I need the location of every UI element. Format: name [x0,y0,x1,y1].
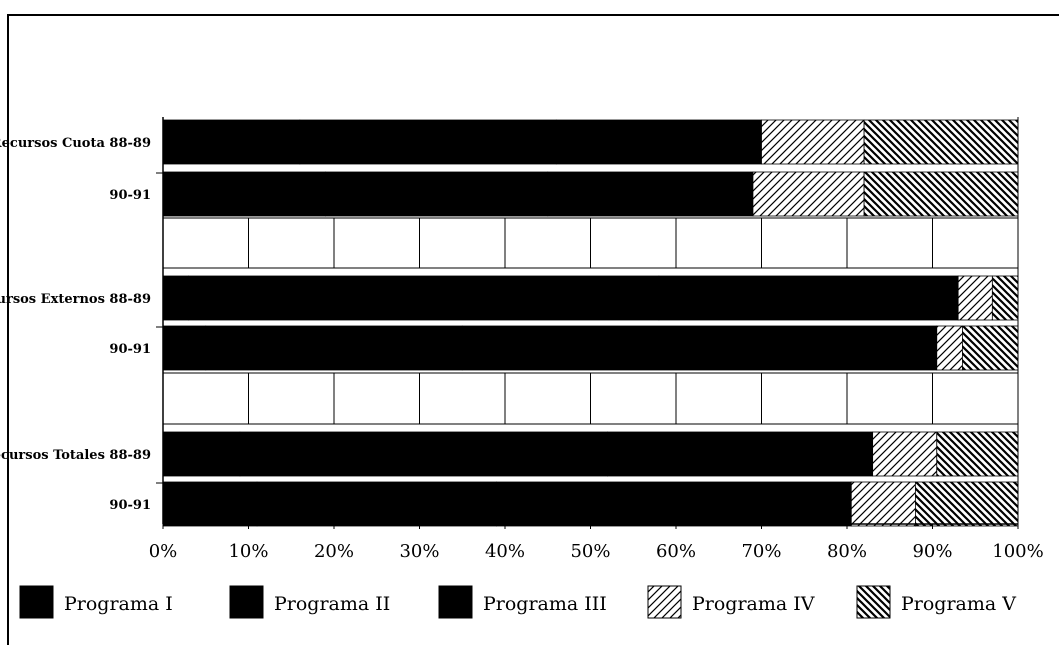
bar-segment [162,431,241,477]
bar-segment [761,119,865,165]
bar-segment [658,275,959,321]
bar-segment [850,481,916,527]
legend-label: Programa III [483,593,607,615]
x-tick-label: 40% [485,541,525,562]
x-tick-label: 90% [912,541,952,562]
bar-segment [863,119,1019,165]
bar-segment [299,119,557,165]
bar-segment [752,171,865,217]
bar-segment [325,171,549,217]
bar-segment [607,431,874,477]
bar-segment [915,481,1019,527]
chart-frame [7,14,1059,645]
bar-segment [936,431,1019,477]
category-label: Recursos Externos 88-89 [0,292,151,307]
bar-segment [162,325,207,371]
bar-segment [936,325,963,371]
bar-segment [256,481,497,527]
bar-segment [461,325,938,371]
x-tick-label: 80% [827,541,867,562]
legend-swatch [229,585,264,619]
bar-segment [162,171,326,217]
bar-segment [162,119,301,165]
x-tick-label: 20% [314,541,354,562]
x-tick-label: 100% [992,541,1043,562]
bar-segment [957,275,993,321]
legend-label: Programa I [64,593,173,615]
legend-label: Programa V [901,593,1016,615]
x-tick-label: 50% [570,541,610,562]
x-tick-label: 10% [228,541,268,562]
bar-segment [205,325,463,371]
bar-segment [188,275,660,321]
axes: Recursos Cuota 88-89 90-91 Recursos Extern… [0,117,1044,562]
legend-swatch [19,585,54,619]
category-label: 90-91 [109,188,151,203]
category-label: 90-91 [109,342,151,357]
x-tick-label: 0% [149,541,178,562]
bar-segment [555,119,762,165]
x-tick-label: 30% [399,541,439,562]
bar-segment [872,431,938,477]
grid [163,217,1018,425]
legend-label: Programa II [274,593,390,615]
bar-segment [496,481,852,527]
legend-swatch [647,585,682,619]
legend-swatch [438,585,473,619]
bar-segment [547,171,754,217]
legend-label: Programa IV [692,593,815,615]
bar-segment [863,171,1019,217]
bar-segment [162,275,190,321]
bar-segment [962,325,1019,371]
category-label: 90-91 [109,498,151,513]
bars [162,119,1019,527]
category-label: Recursos Cuota 88-89 [0,136,151,151]
x-tick-label: 60% [656,541,696,562]
bar-segment [239,431,608,477]
bar-segment [162,481,258,527]
x-tick-label: 70% [741,541,781,562]
category-label: Recursos Totales 88-89 [0,448,151,463]
bar-segment [991,275,1019,321]
legend-swatch [856,585,891,619]
legend: Programa I Programa II Programa III Program… [19,585,1016,619]
